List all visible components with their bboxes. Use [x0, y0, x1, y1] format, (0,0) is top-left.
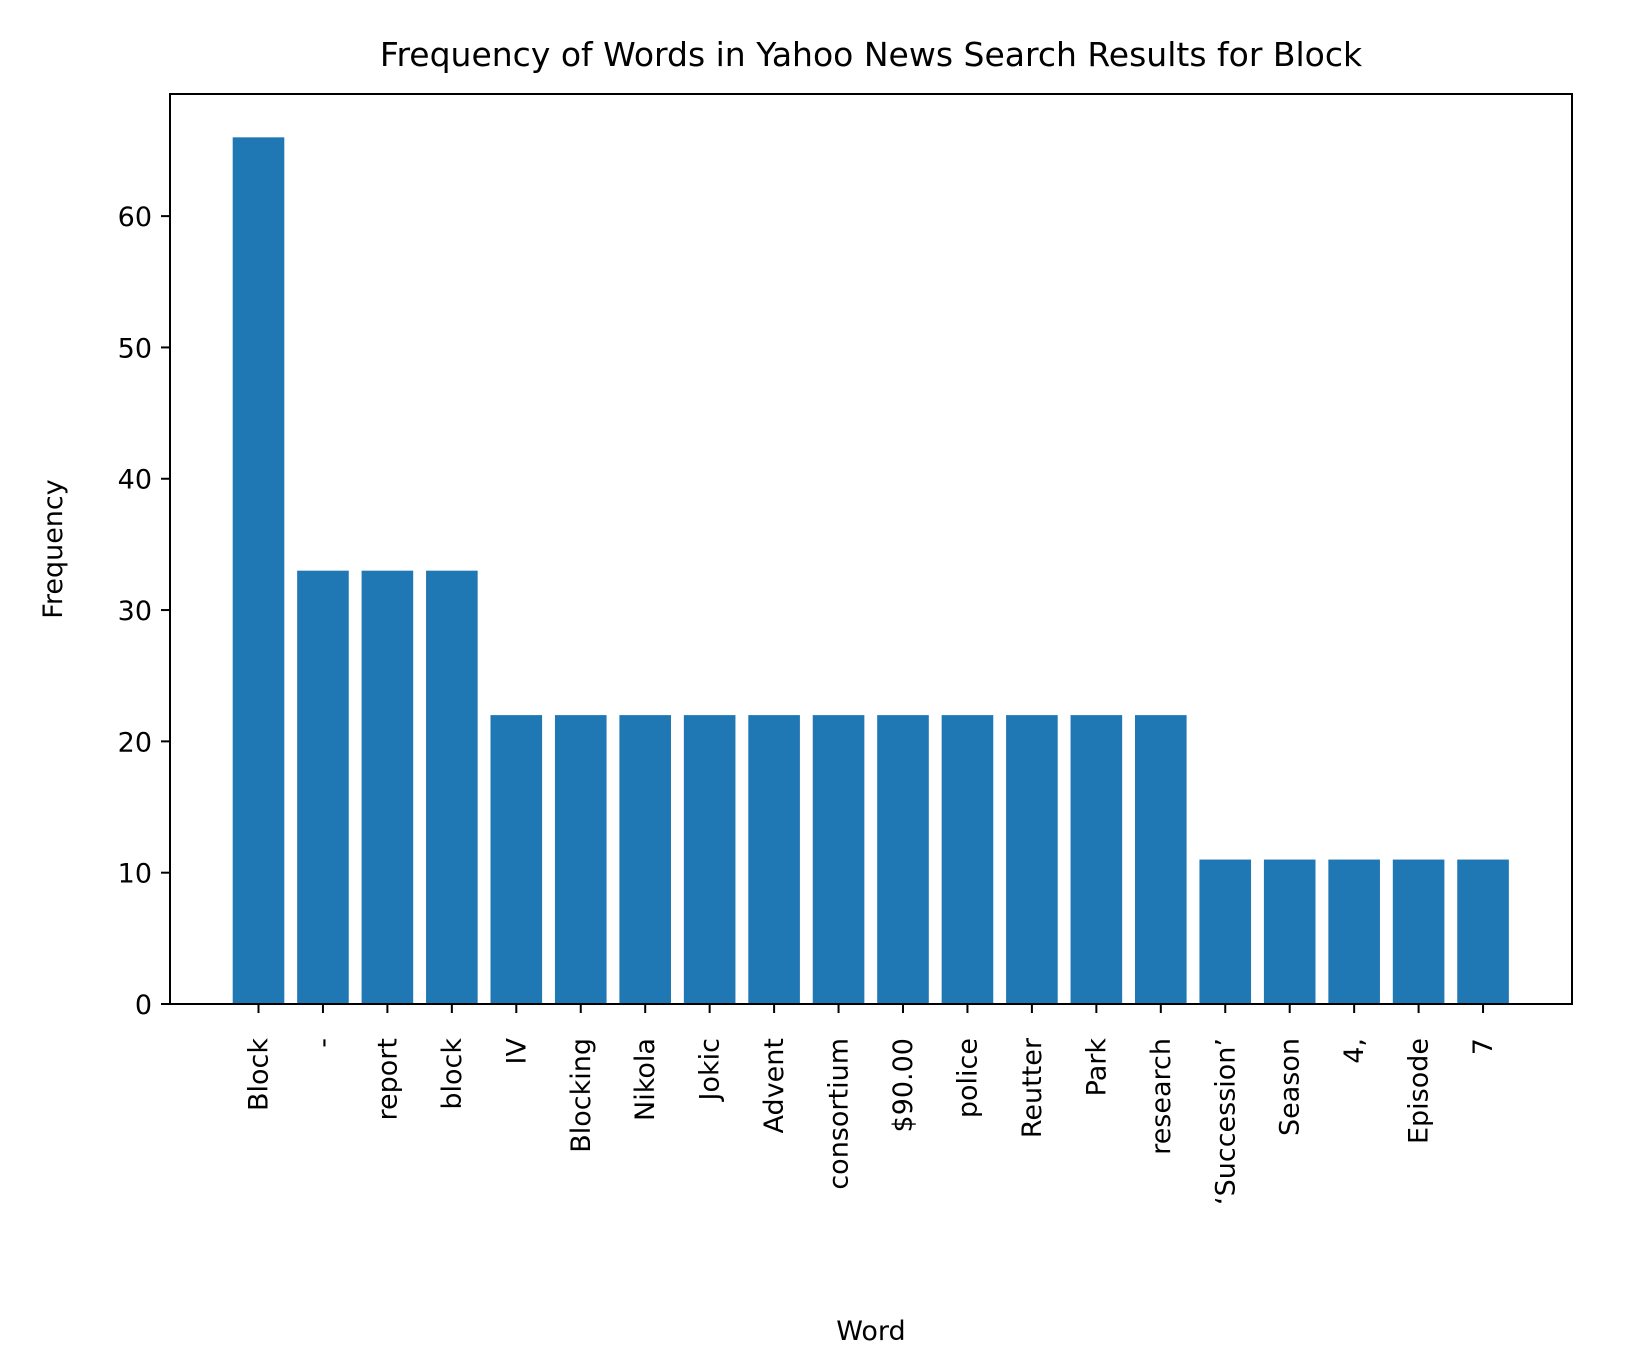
bar-0 — [232, 137, 285, 1004]
x-tick-label: consortium — [824, 1038, 855, 1190]
x-tick-label: Jokic — [695, 1038, 726, 1102]
x-tick-label: 7 — [1468, 1038, 1499, 1055]
bar-15 — [1199, 859, 1252, 1004]
bar-4 — [490, 715, 543, 1004]
x-tick-label: Nikola — [630, 1038, 661, 1121]
x-tick-label: Block — [244, 1038, 275, 1111]
x-tick-label: 4, — [1339, 1038, 1370, 1064]
bar-14 — [1135, 715, 1187, 1004]
bar-19 — [1457, 859, 1509, 1004]
bar-1 — [297, 570, 349, 1004]
x-tick-label: Park — [1081, 1038, 1112, 1097]
bar-16 — [1263, 859, 1316, 1004]
y-axis: 0 10 20 30 40 50 60 — [118, 202, 170, 1021]
bar-18 — [1392, 859, 1445, 1004]
y-tick-label: 50 — [118, 333, 152, 364]
bars — [232, 137, 1509, 1004]
x-tick-label: IV — [501, 1037, 532, 1064]
bar-6 — [619, 715, 671, 1004]
plot-area-frame — [169, 93, 1573, 1005]
y-tick-label: 0 — [135, 990, 152, 1021]
bar-12 — [1006, 715, 1058, 1004]
x-tick-label: Season — [1275, 1038, 1306, 1136]
y-tick-label: 40 — [118, 465, 152, 496]
bar-9 — [812, 715, 865, 1004]
x-axis: Block - report block IV Blocking Nikola Jokic Ad… — [244, 1004, 1499, 1205]
bar-2 — [361, 570, 414, 1004]
x-tick-label: Advent — [759, 1038, 790, 1133]
bar-8 — [748, 715, 800, 1004]
x-axis-label: Word — [836, 1316, 905, 1347]
x-tick-label: Blocking — [566, 1038, 597, 1153]
x-tick-label: Reutter — [1017, 1037, 1048, 1138]
y-tick-label: 60 — [118, 202, 152, 233]
x-tick-label: ‘Succession’ — [1210, 1038, 1241, 1205]
x-tick-label: block — [437, 1038, 468, 1110]
bar-13 — [1070, 715, 1123, 1004]
bar-3 — [426, 570, 478, 1004]
x-tick-label: report — [372, 1038, 403, 1120]
x-tick-label: $90.00 — [888, 1038, 919, 1132]
x-tick-label: police — [952, 1038, 983, 1118]
chart-title: Frequency of Words in Yahoo News Search … — [380, 35, 1363, 74]
bar-11 — [941, 715, 994, 1004]
y-tick-label: 30 — [118, 596, 152, 627]
bar-17 — [1328, 859, 1380, 1004]
y-tick-label: 20 — [118, 727, 152, 758]
y-axis-label: Frequency — [38, 479, 69, 619]
bar-10 — [877, 715, 929, 1004]
y-tick-label: 10 — [118, 859, 152, 890]
x-tick-label: research — [1146, 1038, 1177, 1155]
bar-5 — [554, 715, 607, 1004]
x-tick-label: Episode — [1404, 1038, 1435, 1144]
bar-7 — [683, 715, 736, 1004]
x-tick-label: - — [308, 1038, 339, 1048]
